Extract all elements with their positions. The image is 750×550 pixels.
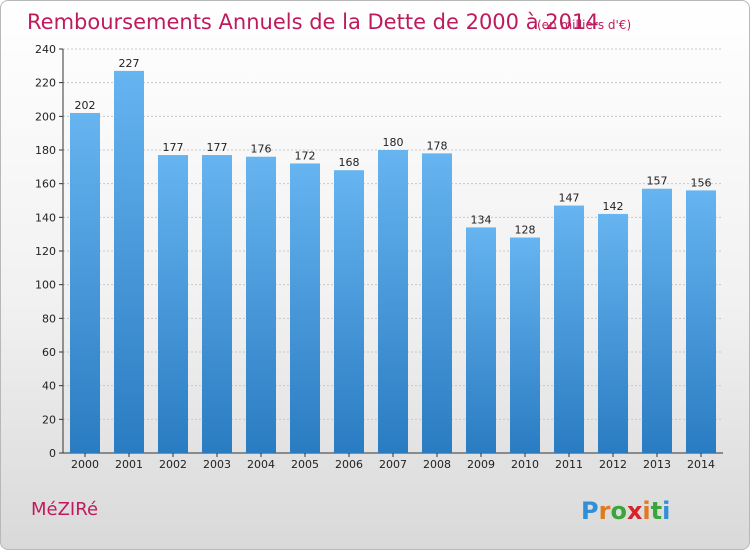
y-tick-label: 180 xyxy=(35,144,56,157)
value-label-2010: 128 xyxy=(515,224,536,237)
y-tick-label: 220 xyxy=(35,77,56,90)
bar-2012 xyxy=(598,213,628,453)
x-tick-label-2007: 2007 xyxy=(379,458,407,471)
x-tick-label-2011: 2011 xyxy=(555,458,583,471)
value-label-2001: 227 xyxy=(119,57,140,70)
y-tick-label: 20 xyxy=(42,413,56,426)
bar-2006 xyxy=(334,170,364,453)
value-label-2006: 168 xyxy=(339,156,360,169)
x-tick-label-2003: 2003 xyxy=(203,458,231,471)
y-tick-label: 40 xyxy=(42,380,56,393)
bar-2003 xyxy=(202,155,232,454)
bar-2004 xyxy=(246,156,276,453)
x-tick-label-2009: 2009 xyxy=(467,458,495,471)
x-tick-label-2005: 2005 xyxy=(291,458,319,471)
value-label-2002: 177 xyxy=(163,141,184,154)
value-label-2013: 157 xyxy=(647,175,668,188)
value-label-2007: 180 xyxy=(383,136,404,149)
y-tick-label: 100 xyxy=(35,279,56,292)
y-tick-label: 80 xyxy=(42,312,56,325)
x-tick-label-2013: 2013 xyxy=(643,458,671,471)
y-tick-label: 60 xyxy=(42,346,56,359)
value-label-2012: 142 xyxy=(603,200,624,213)
bars xyxy=(70,70,716,454)
value-label-2003: 177 xyxy=(207,141,228,154)
y-tick-labels: 0 20 40 60 80 100 120 140 160 180 200 220 240 xyxy=(35,43,63,460)
value-label-2000: 202 xyxy=(75,99,96,112)
x-tick-label-2004: 2004 xyxy=(247,458,275,471)
y-tick-label: 0 xyxy=(49,447,56,460)
x-tick-label-2014: 2014 xyxy=(687,458,715,471)
value-label-2004: 176 xyxy=(251,143,272,156)
value-label-2009: 134 xyxy=(471,213,492,226)
bar-2011 xyxy=(554,205,584,453)
x-tick-labels: 2000 2001 2002 2003 2004 2005 2006 2007 2008 2009… xyxy=(71,453,715,471)
value-label-2005: 172 xyxy=(295,149,316,162)
x-tick-label-2002: 2002 xyxy=(159,458,187,471)
commune-name: MéZIRé xyxy=(31,499,98,520)
bar-2001 xyxy=(114,70,144,453)
x-tick-label-2008: 2008 xyxy=(423,458,451,471)
bar-2010 xyxy=(510,237,540,453)
x-tick-label-2010: 2010 xyxy=(511,458,539,471)
bar-2013 xyxy=(642,188,672,453)
value-label-2011: 147 xyxy=(559,192,580,205)
x-tick-label-2001: 2001 xyxy=(115,458,143,471)
bar-2002 xyxy=(158,155,188,454)
y-tick-label: 120 xyxy=(35,245,56,258)
bar-2014 xyxy=(686,190,716,453)
chart-subtitle: (en milliers d'€) xyxy=(537,18,631,32)
y-tick-label: 160 xyxy=(35,178,56,191)
bar-2009 xyxy=(466,227,496,453)
bar-2007 xyxy=(378,150,408,453)
value-labels: 202 227 177 177 176 172 168 180 178 134 128 147 142 1… xyxy=(75,57,712,237)
value-label-2008: 178 xyxy=(427,139,448,152)
y-tick-label: 200 xyxy=(35,110,56,123)
y-tick-label: 140 xyxy=(35,211,56,224)
proxiti-logo: Proxiti xyxy=(581,497,670,525)
x-tick-label-2006: 2006 xyxy=(335,458,363,471)
bar-2000 xyxy=(70,112,100,453)
chart-title: Remboursements Annuels de la Dette de 20… xyxy=(27,10,599,34)
y-tick-label: 240 xyxy=(35,43,56,56)
value-label-2014: 156 xyxy=(691,176,712,189)
bar-2008 xyxy=(422,153,452,453)
x-tick-label-2012: 2012 xyxy=(599,458,627,471)
bar-2005 xyxy=(290,163,320,453)
x-tick-label-2000: 2000 xyxy=(71,458,99,471)
